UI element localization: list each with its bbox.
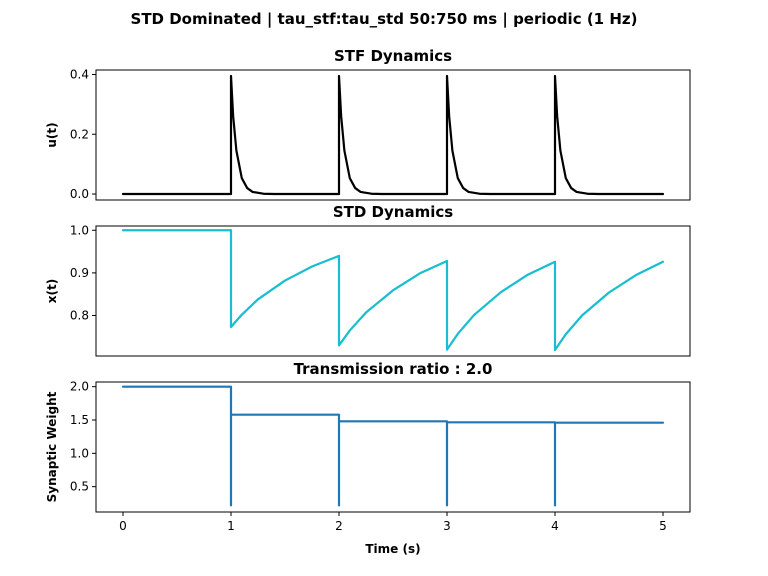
ytick-label: 0.8: [70, 309, 89, 323]
panel-std-marks: [121, 229, 665, 352]
ytick-label: 0.4: [70, 67, 89, 81]
ytick-label: 1.5: [70, 413, 89, 427]
figure-title: STD Dominated | tau_stf:tau_std 50:750 m…: [131, 10, 638, 29]
series-line-std: [121, 229, 665, 352]
panel-weight-frame: [95, 381, 691, 513]
panel-stf-ticks: 0.0 0.2 0.4: [70, 67, 96, 201]
xtick-label: 0: [119, 519, 127, 533]
panel-weight-ticks: 0.5 1.0 1.5 2.0 0 1 2 3 4 5: [70, 380, 667, 533]
xtick-label: 3: [443, 519, 451, 533]
xtick-label: 4: [551, 519, 559, 533]
ytick-label: 0.0: [70, 187, 89, 201]
xtick-label: 5: [659, 519, 667, 533]
panel-weight-title: Transmission ratio : 2.0: [294, 360, 493, 378]
panel-weight-xlabel: Time (s): [365, 542, 420, 556]
panel-stf-ylabel: u(t): [45, 122, 59, 147]
panel-std-title: STD Dynamics: [333, 203, 453, 221]
panel-std: STD Dynamics x(t) 0.8 0.9 1.0: [45, 203, 691, 357]
panel-std-ylabel: x(t): [45, 279, 59, 303]
ytick-label: 0.5: [70, 480, 89, 494]
xtick-label: 1: [227, 519, 235, 533]
panel-weight-marks: [121, 385, 665, 507]
panel-weight-ylabel: Synaptic Weight: [45, 391, 59, 502]
panel-std-ticks: 0.8 0.9 1.0: [70, 223, 96, 323]
ytick-label: 0.9: [70, 266, 89, 280]
panel-std-frame: [95, 225, 691, 357]
ytick-label: 1.0: [70, 223, 89, 237]
panel-stf-frame: [95, 69, 691, 201]
series-line-weight: [121, 385, 665, 507]
panel-weight: Transmission ratio : 2.0 Synaptic Weight…: [45, 360, 691, 556]
ytick-label: 0.2: [70, 127, 89, 141]
panel-stf-title: STF Dynamics: [334, 47, 452, 65]
panel-stf-marks: [121, 74, 665, 196]
panel-stf: STF Dynamics u(t) 0.0 0.2 0.4: [45, 47, 691, 201]
xtick-label: 2: [335, 519, 343, 533]
series-line-stf: [121, 74, 665, 196]
ytick-label: 2.0: [70, 380, 89, 394]
ytick-label: 1.0: [70, 446, 89, 460]
